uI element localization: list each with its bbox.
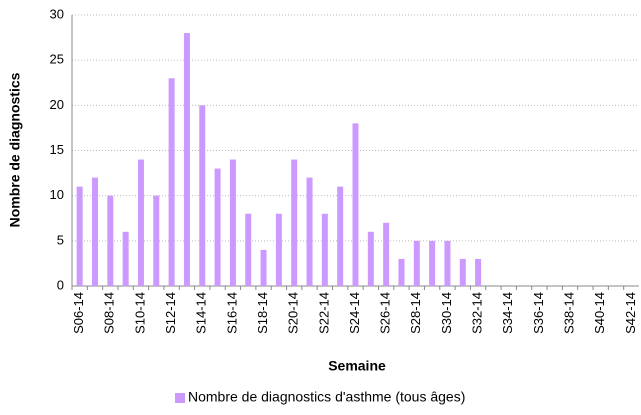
y-tick-label: 5 bbox=[57, 232, 64, 247]
x-tick-label: S10-14 bbox=[132, 292, 147, 334]
x-tick-label: S28-14 bbox=[408, 292, 423, 334]
bar bbox=[199, 105, 206, 286]
bar bbox=[122, 231, 129, 286]
bar bbox=[306, 177, 313, 286]
y-tick-label: 15 bbox=[50, 142, 64, 157]
bar bbox=[321, 213, 328, 286]
bar bbox=[214, 168, 221, 286]
y-tick-label: 10 bbox=[50, 187, 64, 202]
x-tick-label: S08-14 bbox=[102, 292, 117, 334]
x-tick-label: S06-14 bbox=[71, 292, 86, 334]
bar bbox=[459, 258, 466, 286]
y-tick-label: 20 bbox=[50, 97, 64, 112]
bar bbox=[367, 231, 374, 286]
bar bbox=[275, 213, 282, 286]
x-tick-label: S32-14 bbox=[470, 292, 485, 334]
y-tick-label: 0 bbox=[57, 277, 64, 292]
x-tick-label: S18-14 bbox=[255, 292, 270, 334]
bar bbox=[475, 258, 482, 286]
bar bbox=[76, 186, 83, 286]
x-tick-label: S40-14 bbox=[592, 292, 607, 334]
bar bbox=[91, 177, 98, 286]
x-tick-label: S24-14 bbox=[347, 292, 362, 334]
bar bbox=[429, 240, 436, 286]
legend-label: Nombre de diagnostics d'asthme (tous âge… bbox=[188, 389, 465, 405]
x-tick-label: S26-14 bbox=[378, 292, 393, 334]
x-tick-label: S42-14 bbox=[623, 292, 638, 334]
bar bbox=[444, 240, 451, 286]
x-tick-label: S34-14 bbox=[500, 292, 515, 334]
bar bbox=[183, 33, 190, 286]
y-tick-label: 25 bbox=[50, 52, 64, 67]
legend-swatch bbox=[175, 393, 185, 403]
x-tick-label: S14-14 bbox=[194, 292, 209, 334]
bar bbox=[413, 240, 420, 286]
bar bbox=[352, 123, 359, 287]
y-axis-label: Nombre de diagnostics bbox=[7, 72, 23, 227]
x-tick-label: S30-14 bbox=[439, 292, 454, 334]
x-tick-label: S22-14 bbox=[316, 292, 331, 334]
bar bbox=[383, 222, 390, 286]
x-tick-label: S38-14 bbox=[561, 292, 576, 334]
y-tick-label: 30 bbox=[50, 6, 64, 21]
bar bbox=[107, 195, 114, 286]
bar bbox=[168, 78, 175, 286]
bar bbox=[153, 195, 160, 286]
x-tick-label: S20-14 bbox=[286, 292, 301, 334]
bar bbox=[137, 159, 144, 286]
x-axis-label: Semaine bbox=[328, 358, 386, 374]
x-tick-label: S36-14 bbox=[531, 292, 546, 334]
bar bbox=[260, 249, 267, 286]
bar bbox=[229, 159, 236, 286]
bar bbox=[291, 159, 298, 286]
x-tick-label: S12-14 bbox=[163, 292, 178, 334]
bar bbox=[337, 186, 344, 286]
bar bbox=[245, 213, 252, 286]
x-tick-label: S16-14 bbox=[224, 292, 239, 334]
bar bbox=[398, 258, 405, 286]
